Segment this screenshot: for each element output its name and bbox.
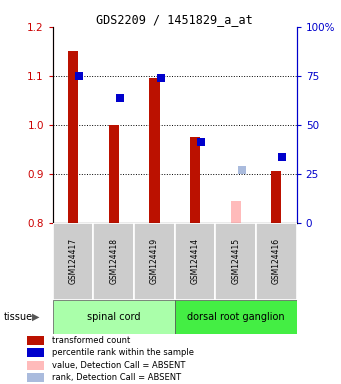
Point (117, 95, 123, 101)
Point (198, 139, 204, 145)
Bar (53, 300, 175, 334)
Text: ▶: ▶ (32, 312, 40, 322)
Text: rank, Detection Call = ABSENT: rank, Detection Call = ABSENT (52, 373, 181, 382)
Text: value, Detection Call = ABSENT: value, Detection Call = ABSENT (52, 361, 185, 370)
Text: spinal cord: spinal cord (87, 312, 140, 322)
Bar (53, 223, 93, 300)
Bar (256, 223, 297, 300)
Bar (216, 223, 256, 300)
Text: transformed count: transformed count (52, 336, 130, 345)
Bar (134, 223, 175, 300)
Bar (190, 137, 200, 223)
Point (239, 167, 244, 174)
Text: GSM124414: GSM124414 (191, 238, 199, 284)
Bar (27, 373, 44, 382)
Bar (175, 223, 216, 300)
Text: dorsal root ganglion: dorsal root ganglion (187, 312, 284, 322)
Point (280, 154, 285, 160)
Bar (27, 336, 44, 345)
Text: GSM124419: GSM124419 (150, 238, 159, 284)
Text: GSM124417: GSM124417 (69, 238, 78, 284)
Bar (68, 51, 78, 223)
Text: GSM124415: GSM124415 (231, 238, 240, 284)
Text: tissue: tissue (3, 312, 32, 322)
Bar (27, 348, 44, 357)
Bar (149, 78, 160, 223)
Bar (93, 223, 134, 300)
Bar (271, 171, 281, 223)
Text: percentile rank within the sample: percentile rank within the sample (52, 348, 194, 357)
Point (158, 75, 163, 81)
Bar (231, 201, 241, 223)
Bar (175, 300, 297, 334)
Bar (109, 125, 119, 223)
Text: GSM124418: GSM124418 (109, 238, 118, 284)
Title: GDS2209 / 1451829_a_at: GDS2209 / 1451829_a_at (97, 13, 253, 26)
Bar (27, 361, 44, 370)
Point (76, 73, 82, 79)
Text: GSM124416: GSM124416 (272, 238, 281, 284)
